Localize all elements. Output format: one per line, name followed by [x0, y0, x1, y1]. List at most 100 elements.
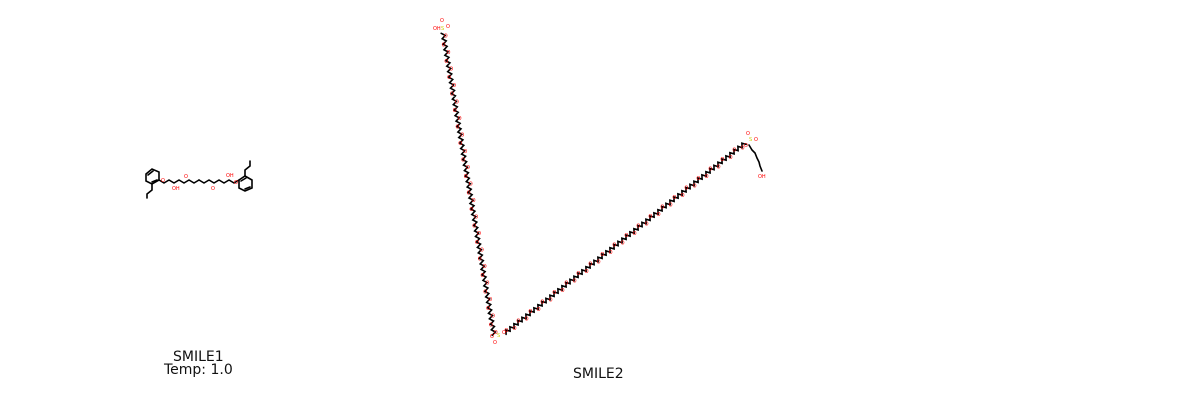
- atom-oxygen: O: [573, 279, 577, 285]
- atom-oxygen: O: [456, 125, 460, 131]
- atom-oxygen: O: [463, 149, 467, 155]
- atom-oxygen: O: [453, 108, 457, 114]
- atom-oxygen: O: [576, 271, 580, 277]
- atom-oxygen: O: [455, 99, 459, 105]
- atom-oxygen: O: [450, 92, 454, 98]
- atom-oxygen: O: [732, 148, 736, 154]
- atom-oxygen: O: [464, 174, 468, 180]
- atom-oxygen: O: [486, 306, 490, 312]
- atom-oxygen: O: [564, 281, 568, 287]
- atom-oxygen: O: [472, 224, 476, 230]
- atom-oxygen: O: [483, 264, 487, 270]
- atom-oxygen: O: [621, 241, 625, 247]
- atom-oxygen: O: [504, 328, 508, 334]
- atom-oxygen: O: [741, 146, 745, 152]
- propyl-chain-right: [245, 161, 250, 176]
- molecule-2: [441, 33, 762, 335]
- atom-oxygen: O: [537, 307, 541, 313]
- atom-oxygen: O: [467, 191, 471, 197]
- atom-oxygen: O: [472, 198, 476, 204]
- atom-oxygen: O: [528, 309, 532, 315]
- atom-oxygen: O: [648, 214, 652, 220]
- atom-oxygen: O: [442, 42, 446, 48]
- sulfonate-group-top: O OH S O: [433, 18, 450, 32]
- atom-oxygen: O: [486, 281, 490, 287]
- atom-oxygen: O: [483, 289, 487, 295]
- atom-oxygen: O: [612, 243, 616, 249]
- atom-hydroxyl: OH: [433, 26, 441, 32]
- atom-oxygen: O: [211, 186, 215, 192]
- atom-oxygen: O: [624, 233, 628, 239]
- atom-oxygen: O: [708, 167, 712, 173]
- atom-oxygen: O: [489, 322, 493, 328]
- atom-oxygen: O: [452, 83, 456, 89]
- hydroxyl-tail-chain: [749, 145, 762, 171]
- atom-oxygen: O: [600, 252, 604, 258]
- atom-oxygen: O: [475, 240, 479, 246]
- atom-sulfur: S: [749, 137, 752, 143]
- atom-oxygen: O: [705, 174, 709, 180]
- atom-oxygen: O: [645, 222, 649, 228]
- atom-oxygen: O: [444, 33, 448, 39]
- atom-oxygen: O: [458, 116, 462, 122]
- atom-oxygen: O: [729, 155, 733, 161]
- atom-oxygen: O: [744, 143, 748, 149]
- temperature-label: Temp: 1.0: [164, 362, 233, 378]
- atom-hydroxyl: OH: [172, 186, 180, 192]
- atom-oxygen: O: [549, 298, 553, 304]
- atom-oxygen: O: [720, 157, 724, 163]
- atom-oxygen: O: [461, 158, 465, 164]
- atom-oxygen: O: [754, 137, 758, 143]
- atom-oxygen: O: [540, 300, 544, 306]
- atom-oxygen: O: [633, 231, 637, 237]
- benzene-ring-left: [146, 169, 159, 184]
- atom-oxygen: O: [609, 250, 613, 256]
- atom-oxygen: O: [469, 207, 473, 213]
- atom-oxygen: O: [466, 165, 470, 171]
- atom-oxygen: O: [491, 314, 495, 320]
- molecule-2-caption: SMILE2: [573, 366, 624, 382]
- atom-oxygen: O: [469, 182, 473, 188]
- atom-oxygen: O: [458, 141, 462, 147]
- atom-oxygen: O: [513, 326, 517, 332]
- atom-oxygen: O: [481, 273, 485, 279]
- atom-oxygen: O: [449, 66, 453, 72]
- atom-oxygen: O: [478, 256, 482, 262]
- atom-oxygen: O: [636, 224, 640, 230]
- atom-oxygen: O: [477, 231, 481, 237]
- atom-oxygen: O: [588, 262, 592, 268]
- atom-oxygen: O: [672, 195, 676, 201]
- atom-oxygen: O: [447, 75, 451, 81]
- benzene-ring-right: [239, 176, 252, 191]
- atom-oxygen: O: [696, 176, 700, 182]
- atom-oxygen: O: [444, 59, 448, 65]
- atom-oxygen: O: [488, 297, 492, 303]
- atom-oxygen: O: [657, 212, 661, 218]
- atom-oxygen: O: [681, 193, 685, 199]
- atom-oxygen: O: [585, 269, 589, 275]
- atom-hydroxyl: OH: [226, 173, 234, 179]
- atom-oxygen: O: [440, 18, 444, 24]
- diester-chain: [199, 180, 239, 183]
- sulfonate-group-right: O S O O: [744, 131, 758, 149]
- atom-oxygen: O: [684, 186, 688, 192]
- atom-oxygen: O: [161, 178, 165, 184]
- atom-oxygen: O: [184, 174, 188, 180]
- atom-sulfur: S: [441, 26, 444, 32]
- atom-oxygen: O: [474, 215, 478, 221]
- propyl-chain-left: [147, 184, 152, 198]
- atom-oxygen: O: [460, 132, 464, 138]
- atom-oxygen: O: [516, 319, 520, 325]
- atom-oxygen: O: [717, 165, 721, 171]
- atom-oxygen: O: [669, 203, 673, 209]
- atom-hydroxyl-terminal: OH: [758, 174, 766, 180]
- atom-oxygen: O: [660, 205, 664, 211]
- atom-oxygen: O: [234, 180, 238, 186]
- atom-oxygen: O: [561, 288, 565, 294]
- atom-oxygen: O: [446, 24, 450, 30]
- atom-oxygen: O: [480, 248, 484, 254]
- atom-oxygen: O: [493, 340, 497, 346]
- atom-oxygen: O: [447, 50, 451, 56]
